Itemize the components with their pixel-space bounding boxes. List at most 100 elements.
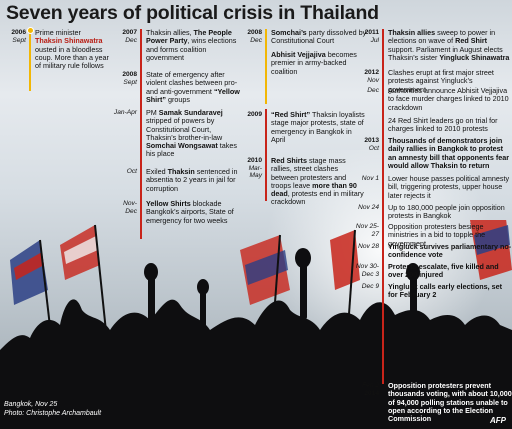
event-text: PM Samak Sundaravej stripped of powers b… — [141, 108, 242, 159]
event-text-segment: The People Power Party — [146, 28, 232, 46]
event-2009: 2009 “Red Shirt” Thaksin loyalists stage… — [238, 110, 367, 144]
event-text-segment: Thousands of demonstrators join daily ra… — [388, 136, 510, 170]
event-text-segment: Protests escalate, five killed and over … — [388, 262, 499, 280]
event-2013-nov-28: Nov 28 Yingluck survives parliamentary n… — [358, 242, 512, 260]
event-text: Red Shirts stage mass rallies, street cl… — [266, 156, 367, 207]
event-text-segment: Thaksin allies — [388, 28, 436, 37]
event-text: Thousands of demonstrators join daily ra… — [383, 136, 512, 170]
afp-logo: AFP — [490, 416, 506, 425]
event-text: Prime minister Thaksin Shinawatra ousted… — [30, 28, 109, 71]
event-text-segment: support. Parliament in August elects Tha… — [388, 44, 503, 62]
event-text-segment: Exiled — [146, 167, 168, 176]
event-text-segment: “Red Shirt” — [271, 110, 311, 119]
event-red-shirt-trial: 24 Red Shirt leaders go on trial for cha… — [355, 116, 512, 134]
event-text-segment: Thaksin loyalists stage major protests, … — [271, 110, 365, 144]
event-2013-nov-1: Nov 1 Lower house passes political amnes… — [355, 174, 512, 200]
event-2013-nov30-dec3: Nov 30-Dec 3 Protests escalate, five kil… — [355, 262, 512, 280]
event-text-segment: stripped of powers by Constitutional Cou… — [146, 116, 223, 142]
event-text: Clashes erupt at first major street prot… — [383, 68, 512, 94]
event-text-segment: Yingluck survives parliamentary no-confi… — [388, 242, 512, 260]
event-text-segment: Authorities announce Abhisit Vejjajiva t… — [388, 86, 509, 112]
event-text: Lower house passes political amnesty bil… — [383, 174, 512, 200]
credit-location: Bangkok, Nov 25 — [4, 401, 58, 408]
event-text-segment: Thaksin Shinawatra — [35, 36, 103, 46]
event-2006-sept: 2006 Sept Prime minister Thaksin Shinawat… — [11, 28, 109, 71]
event-text-segment: PM — [146, 108, 159, 117]
event-2013-dec-9: Dec 9 Yingluck calls early elections, se… — [355, 282, 512, 300]
event-text-segment: , protests end in military crackdown — [271, 189, 364, 207]
event-2008-sept: 2008 Sept State of emergency after violen… — [113, 70, 242, 104]
event-text: Up to 180,000 people join opposition pro… — [383, 203, 512, 221]
event-2013-nov-24: Nov 24 Up to 180,000 people join opposit… — [355, 203, 512, 221]
event-text-segment: ousted in a bloodless coup. More than a … — [35, 44, 109, 71]
crowd — [0, 299, 512, 429]
event-abhisit: Abhisit Vejjajiva becomes premier in arm… — [238, 50, 367, 76]
event-text-segment: Yingluck Shinawatra — [439, 52, 510, 62]
event-text: Thaksin allies sweep to power in electio… — [383, 28, 512, 62]
event-2013-nov-25-27: Nov 25-27 Opposition protesters besiege … — [355, 222, 512, 248]
event-2008-dec: 2008 Dec Somchai’s party dissolved by Con… — [247, 28, 367, 46]
event-text-segment: more than 90 dead — [271, 180, 357, 199]
event-text-segment: “Yellow Shirt” — [146, 86, 240, 104]
timeline-line-red — [265, 109, 267, 201]
event-text-segment: , wins elections and forms coalition gov… — [146, 36, 237, 62]
event-text: Yellow Shirts blockade Bangkok’s airport… — [141, 199, 242, 225]
event-text-segment: Up to 180,000 people join opposition pro… — [388, 203, 505, 221]
event-text-segment: 24 Red Shirt leaders go on trial for cha… — [388, 116, 498, 134]
event-text: Opposition protesters prevent thousands … — [383, 381, 512, 424]
event-text-segment: Opposition protesters besiege ministries… — [388, 222, 486, 248]
event-2011-jul: 2011 Jul Thaksin allies sweep to power in… — [355, 28, 512, 62]
event-text-segment: groups — [165, 94, 190, 104]
event-2007-dec: 2007 Dec Thaksin allies, The People Power… — [113, 28, 242, 62]
crowd-silhouette-photo — [0, 220, 512, 429]
credit-photographer: Photo: Christophe Archambault — [4, 409, 102, 417]
event-text-segment: Clashes erupt at first major street prot… — [388, 68, 494, 94]
event-text-segment: stage mass rallies, street clashes betwe… — [271, 156, 347, 190]
event-text-segment: Abhisit Vejjajiva — [271, 50, 326, 59]
event-text-segment: Red Shirts — [271, 156, 307, 165]
event-text: Authorities announce Abhisit Vejjajiva t… — [383, 86, 512, 112]
event-text: Abhisit Vejjajiva becomes premier in arm… — [266, 50, 367, 76]
event-text-segment: Lower house passes political amnesty bil… — [388, 174, 510, 200]
event-text-segment: Somchai’s — [271, 28, 307, 37]
photo-credit: Bangkok, Nov 25 Photo: Christophe Archam… — [4, 401, 101, 418]
page-title: Seven years of political crisis in Thail… — [6, 2, 379, 24]
event-text-segment: Yellow Shirts — [146, 199, 191, 208]
event-text-segment: Opposition protesters prevent thousands … — [388, 381, 512, 424]
event-2014-feb-2: Feb 2 2014 Opposition protesters prevent … — [362, 381, 512, 424]
event-text-segment: Somchai Wongsawat — [146, 141, 218, 151]
event-text: Protests escalate, five killed and over … — [383, 262, 512, 280]
event-text-segment: State of emergency after violent clashes… — [146, 70, 238, 96]
event-text-segment: Thaksin — [167, 167, 195, 176]
event-text-segment: Prime minister — [35, 28, 81, 37]
event-text-segment: Red Shirt — [455, 36, 488, 46]
timeline-line-red — [140, 29, 142, 239]
event-text: State of emergency after violent clashes… — [141, 70, 242, 104]
event-text-segment: sweep to power in elections on wave of — [388, 28, 496, 46]
event-text-segment: Samak Sundaravej — [158, 108, 223, 117]
event-text-segment: party dissolved by Constitutional Court — [271, 28, 367, 46]
event-text-segment: blockade Bangkok’s airports, State of em… — [146, 199, 234, 225]
event-text-segment: takes his place — [146, 141, 237, 159]
event-text: “Red Shirt” Thaksin loyalists stage majo… — [266, 110, 367, 144]
event-text: Thaksin allies, The People Power Party, … — [141, 28, 242, 62]
event-text: Yingluck calls early elections, set for … — [383, 282, 512, 300]
event-text-segment: Yingluck calls early elections, set for … — [388, 282, 502, 300]
timeline-line-yellow — [265, 29, 267, 104]
event-text: Somchai’s party dissolved by Constitutio… — [266, 28, 367, 46]
event-2012-dec: Dec Authorities announce Abhisit Vejjaji… — [355, 86, 512, 112]
event-text-segment: Thaksin allies, — [146, 28, 194, 37]
event-2008-oct: Oct Exiled Thaksin sentenced in absentia… — [113, 167, 242, 193]
event-2008-nov-dec: Nov-Dec Yellow Shirts blockade Bangkok’s… — [113, 199, 242, 225]
event-2012-nov: 2012 Nov Clashes erupt at first major str… — [355, 68, 512, 94]
timeline-line-red — [382, 29, 384, 384]
event-text: Opposition protesters besiege ministries… — [383, 222, 512, 248]
event-2008-jan-apr: Jan-Apr PM Samak Sundaravej stripped of … — [113, 108, 242, 159]
event-text-segment: becomes premier in army-backed coalition — [271, 50, 357, 76]
event-2010: 2010 Mar-May Red Shirts stage mass rallie… — [238, 156, 367, 207]
timeline-line-yellow — [29, 29, 31, 91]
event-text: Yingluck survives parliamentary no-confi… — [383, 242, 512, 260]
event-text: 24 Red Shirt leaders go on trial for cha… — [383, 116, 512, 134]
event-2013-oct: 2013 Oct Thousands of demonstrators join … — [355, 136, 512, 170]
